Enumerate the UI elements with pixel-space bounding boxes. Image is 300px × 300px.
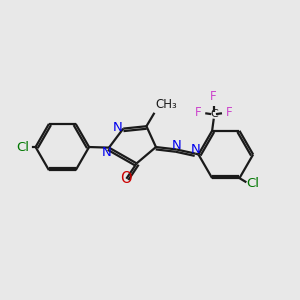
Text: N: N xyxy=(171,139,181,152)
Text: N: N xyxy=(102,146,112,160)
Text: C: C xyxy=(210,110,218,119)
Text: F: F xyxy=(210,89,217,103)
Text: F: F xyxy=(226,106,232,119)
Text: F: F xyxy=(195,106,202,119)
Text: Cl: Cl xyxy=(246,177,259,190)
Text: N: N xyxy=(113,121,123,134)
Text: CH₃: CH₃ xyxy=(155,98,177,111)
Text: N: N xyxy=(190,143,200,156)
Text: Cl: Cl xyxy=(16,140,29,154)
Text: O: O xyxy=(120,171,132,186)
